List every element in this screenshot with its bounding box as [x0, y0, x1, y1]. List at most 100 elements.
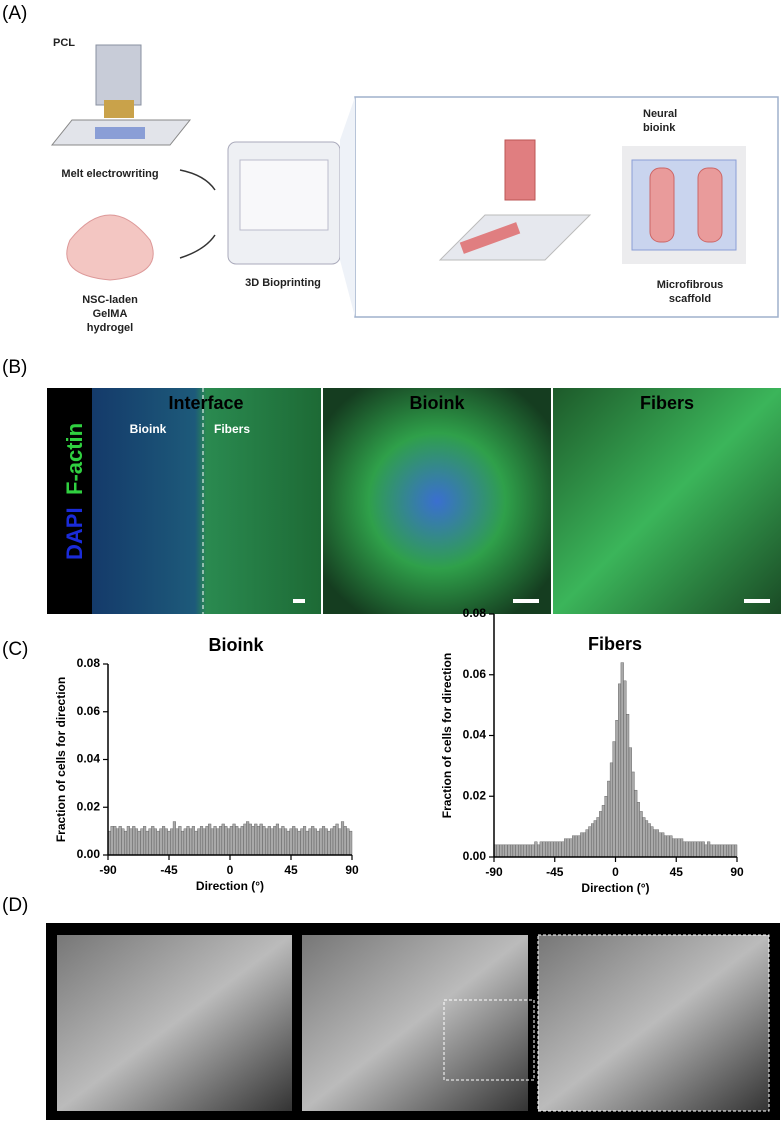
- bar: [324, 828, 328, 856]
- bar: [663, 835, 667, 858]
- bar: [715, 844, 719, 858]
- bar: [281, 826, 285, 856]
- bar: [300, 828, 304, 856]
- bar: [224, 826, 228, 856]
- pcl-label: PCL: [53, 37, 75, 49]
- bar: [734, 844, 738, 858]
- bar: [140, 828, 144, 856]
- bar: [647, 823, 651, 858]
- bar: [153, 828, 157, 856]
- bar: [561, 841, 565, 858]
- bar: [572, 835, 576, 858]
- bar: [338, 828, 342, 856]
- bar: [308, 828, 312, 856]
- x-tick-label: 90: [730, 865, 744, 879]
- micrograph: [92, 388, 321, 614]
- bar: [180, 830, 185, 856]
- bar: [620, 662, 624, 858]
- bar: [319, 828, 323, 856]
- bar: [259, 823, 263, 856]
- bioink-strand: [649, 167, 675, 243]
- bar: [507, 844, 511, 858]
- y-tick-label: 0.08: [463, 606, 487, 620]
- bar: [343, 826, 347, 856]
- column-title: Interface: [168, 393, 243, 413]
- bar: [267, 826, 271, 856]
- bar: [677, 838, 681, 858]
- bar: [674, 838, 678, 858]
- bar: [580, 832, 584, 858]
- bar: [661, 832, 665, 858]
- bar: [601, 805, 605, 858]
- bar: [172, 821, 176, 856]
- bar: [175, 828, 179, 856]
- scaffold: [95, 127, 145, 139]
- arrow: [179, 169, 216, 191]
- bar: [126, 826, 130, 856]
- neural-label: bioink: [643, 122, 676, 134]
- bar: [612, 741, 616, 858]
- bar: [685, 841, 689, 858]
- bar: [628, 747, 632, 858]
- bar: [251, 826, 255, 856]
- x-tick-label: -45: [546, 865, 564, 879]
- bar: [297, 830, 301, 856]
- y-tick-label: 0.06: [77, 704, 101, 718]
- bar: [202, 828, 206, 856]
- bar: [585, 829, 589, 858]
- bar: [159, 828, 163, 856]
- bar: [189, 828, 193, 856]
- bar: [183, 828, 187, 856]
- y-tick-label: 0.00: [463, 849, 487, 863]
- bar: [262, 826, 266, 856]
- bar: [229, 826, 233, 856]
- x-axis-label: Direction (°): [196, 879, 264, 893]
- bar: [132, 826, 136, 856]
- bar: [593, 820, 597, 858]
- y-tick-label: 0.00: [77, 847, 101, 861]
- bar: [631, 771, 635, 858]
- bar: [199, 826, 204, 856]
- bar: [564, 838, 568, 858]
- bar: [248, 823, 252, 856]
- bar: [550, 841, 554, 858]
- bar: [316, 830, 320, 856]
- bar: [596, 817, 600, 858]
- x-axis-label: Direction (°): [581, 881, 649, 895]
- bar: [607, 780, 611, 858]
- bar: [666, 835, 670, 858]
- chart-title: Fibers: [588, 634, 642, 654]
- bar: [208, 823, 212, 856]
- bar: [118, 826, 122, 856]
- y-tick-label: 0.08: [77, 656, 101, 670]
- bar: [510, 844, 514, 858]
- bar: [690, 841, 694, 858]
- x-tick-label: 90: [345, 863, 359, 877]
- bar: [623, 680, 627, 858]
- bar: [523, 844, 527, 858]
- bar: [330, 828, 334, 856]
- chart-title: Bioink: [208, 635, 264, 655]
- micrograph: [553, 388, 781, 614]
- scaffold-label: scaffold: [669, 293, 711, 305]
- bar: [504, 844, 508, 858]
- bar: [243, 823, 247, 856]
- bar: [221, 823, 225, 856]
- nozzle: [104, 100, 134, 118]
- bar: [709, 844, 713, 858]
- bar: [604, 796, 608, 858]
- hydrogel-label: NSC-laden: [82, 294, 138, 306]
- bar: [731, 844, 735, 858]
- x-tick-label: -90: [99, 863, 117, 877]
- hydrogel-label: GelMA: [93, 308, 128, 320]
- bar: [539, 841, 543, 858]
- bar: [265, 828, 269, 856]
- bar: [672, 838, 676, 858]
- bar: [634, 789, 638, 858]
- bar: [110, 826, 114, 856]
- y-tick-label: 0.02: [77, 799, 101, 813]
- stain-label: DAPI: [62, 507, 87, 560]
- panel-label: (A): [2, 3, 27, 24]
- bar: [712, 844, 716, 858]
